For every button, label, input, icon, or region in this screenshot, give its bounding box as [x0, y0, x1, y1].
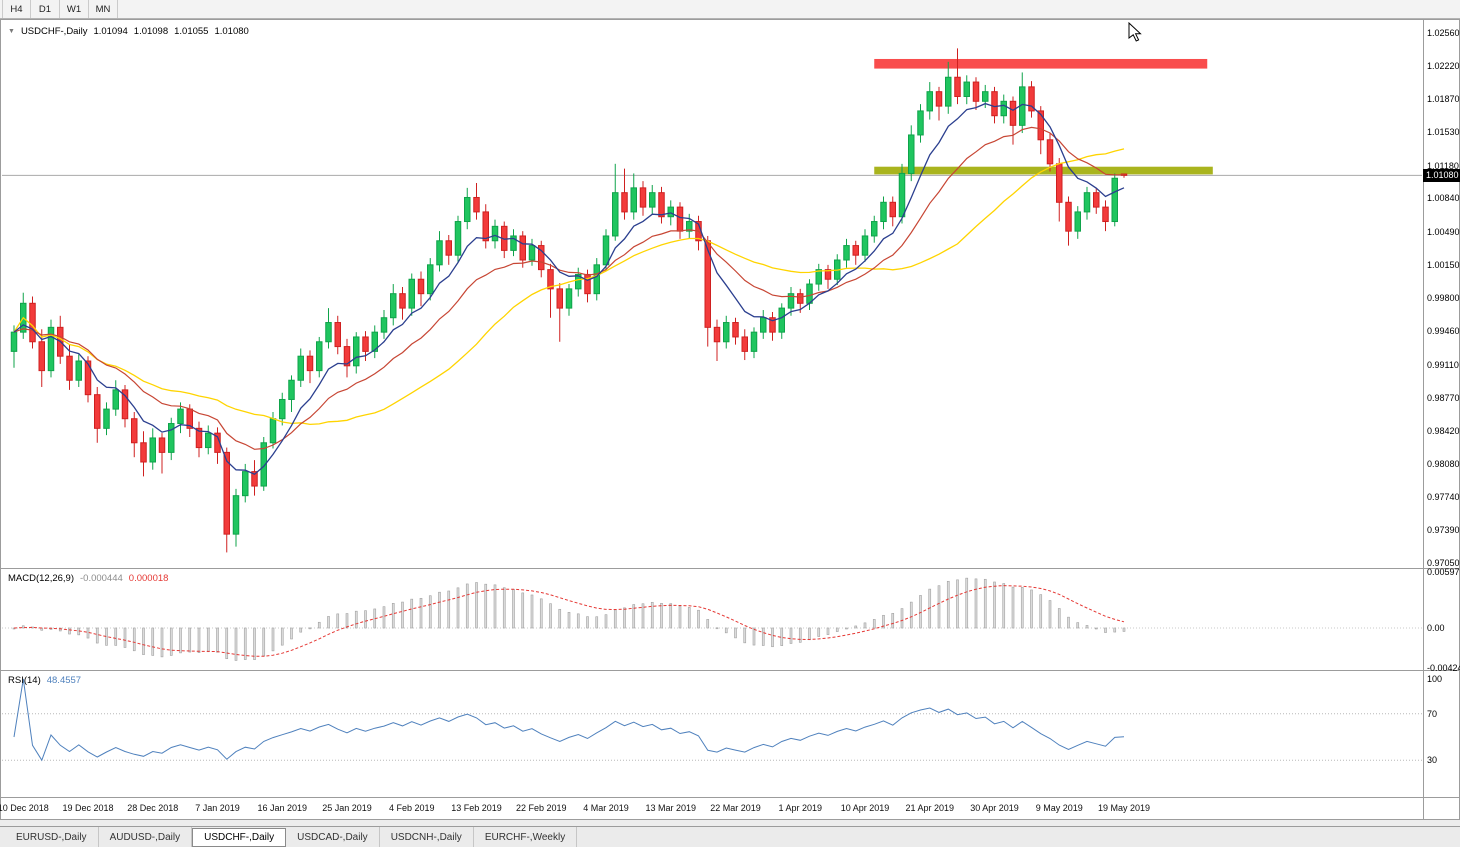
ma-slow-line [13, 148, 1125, 426]
rsi-title: RSI(14) [8, 675, 41, 686]
rsi-line [13, 678, 1125, 762]
symbol-period-label: USDCHF-,Daily [20, 26, 88, 37]
timeframe-toolbar: H4 D1 W1 MN [0, 0, 1460, 19]
chart-collapse-icon[interactable]: ▼ [8, 28, 15, 35]
pane-separator-rsi[interactable] [1, 670, 1459, 671]
macd-label: MACD(12,26,9) -0.000444 0.000018 [8, 573, 168, 584]
chart-title: ▼ USDCHF-,Daily 1.01094 1.01098 1.01055 … [8, 26, 249, 37]
status-strip [0, 820, 1460, 826]
mouse-cursor [1128, 22, 1142, 42]
macd-signal-value: 0.000018 [128, 573, 169, 584]
timeframe-button-d1[interactable]: D1 [31, 0, 60, 18]
price-scale-border [1423, 20, 1424, 819]
ma-medium-line [13, 126, 1124, 450]
chart-tab-audusd[interactable]: AUDUSD-,Daily [99, 827, 193, 847]
ma-fast-line [13, 102, 1125, 475]
ohlc-close: 1.01080 [214, 26, 249, 37]
chart-window [0, 19, 1460, 820]
chart-tabs: EURUSD-,Daily AUDUSD-,Daily USDCHF-,Daily U… [0, 826, 1460, 847]
resistance-zone[interactable] [874, 58, 1208, 69]
pane-separator-axis [1, 797, 1459, 798]
rsi-label: RSI(14) 48.4557 [8, 675, 81, 686]
pane-separator-macd[interactable] [1, 568, 1459, 569]
ohlc-low: 1.01055 [174, 26, 209, 37]
macd-main-value: -0.000444 [80, 573, 123, 584]
timeframe-button-w1[interactable]: W1 [60, 0, 89, 18]
candlesticks [10, 48, 1128, 553]
chart-tab-usdchf[interactable]: USDCHF-,Daily [192, 828, 287, 847]
ohlc-high: 1.01098 [133, 26, 169, 37]
timeframe-button-mn[interactable]: MN [89, 0, 118, 18]
macd-histogram [12, 577, 1126, 661]
timeframe-button-h4[interactable]: H4 [2, 0, 31, 18]
ohlc-open: 1.01094 [93, 26, 128, 37]
chart-tab-usdcad[interactable]: USDCAD-,Daily [286, 827, 380, 847]
rsi-value: 48.4557 [46, 675, 82, 686]
chart-tab-usdcnh[interactable]: USDCNH-,Daily [380, 827, 474, 847]
chart-tab-eurusd[interactable]: EURUSD-,Daily [5, 827, 99, 847]
macd-title: MACD(12,26,9) [8, 573, 74, 584]
chart-tab-eurchf[interactable]: EURCHF-,Weekly [474, 827, 578, 847]
macd-signal-line [13, 585, 1125, 657]
current-price-tag: 1.01080 [1423, 169, 1460, 182]
